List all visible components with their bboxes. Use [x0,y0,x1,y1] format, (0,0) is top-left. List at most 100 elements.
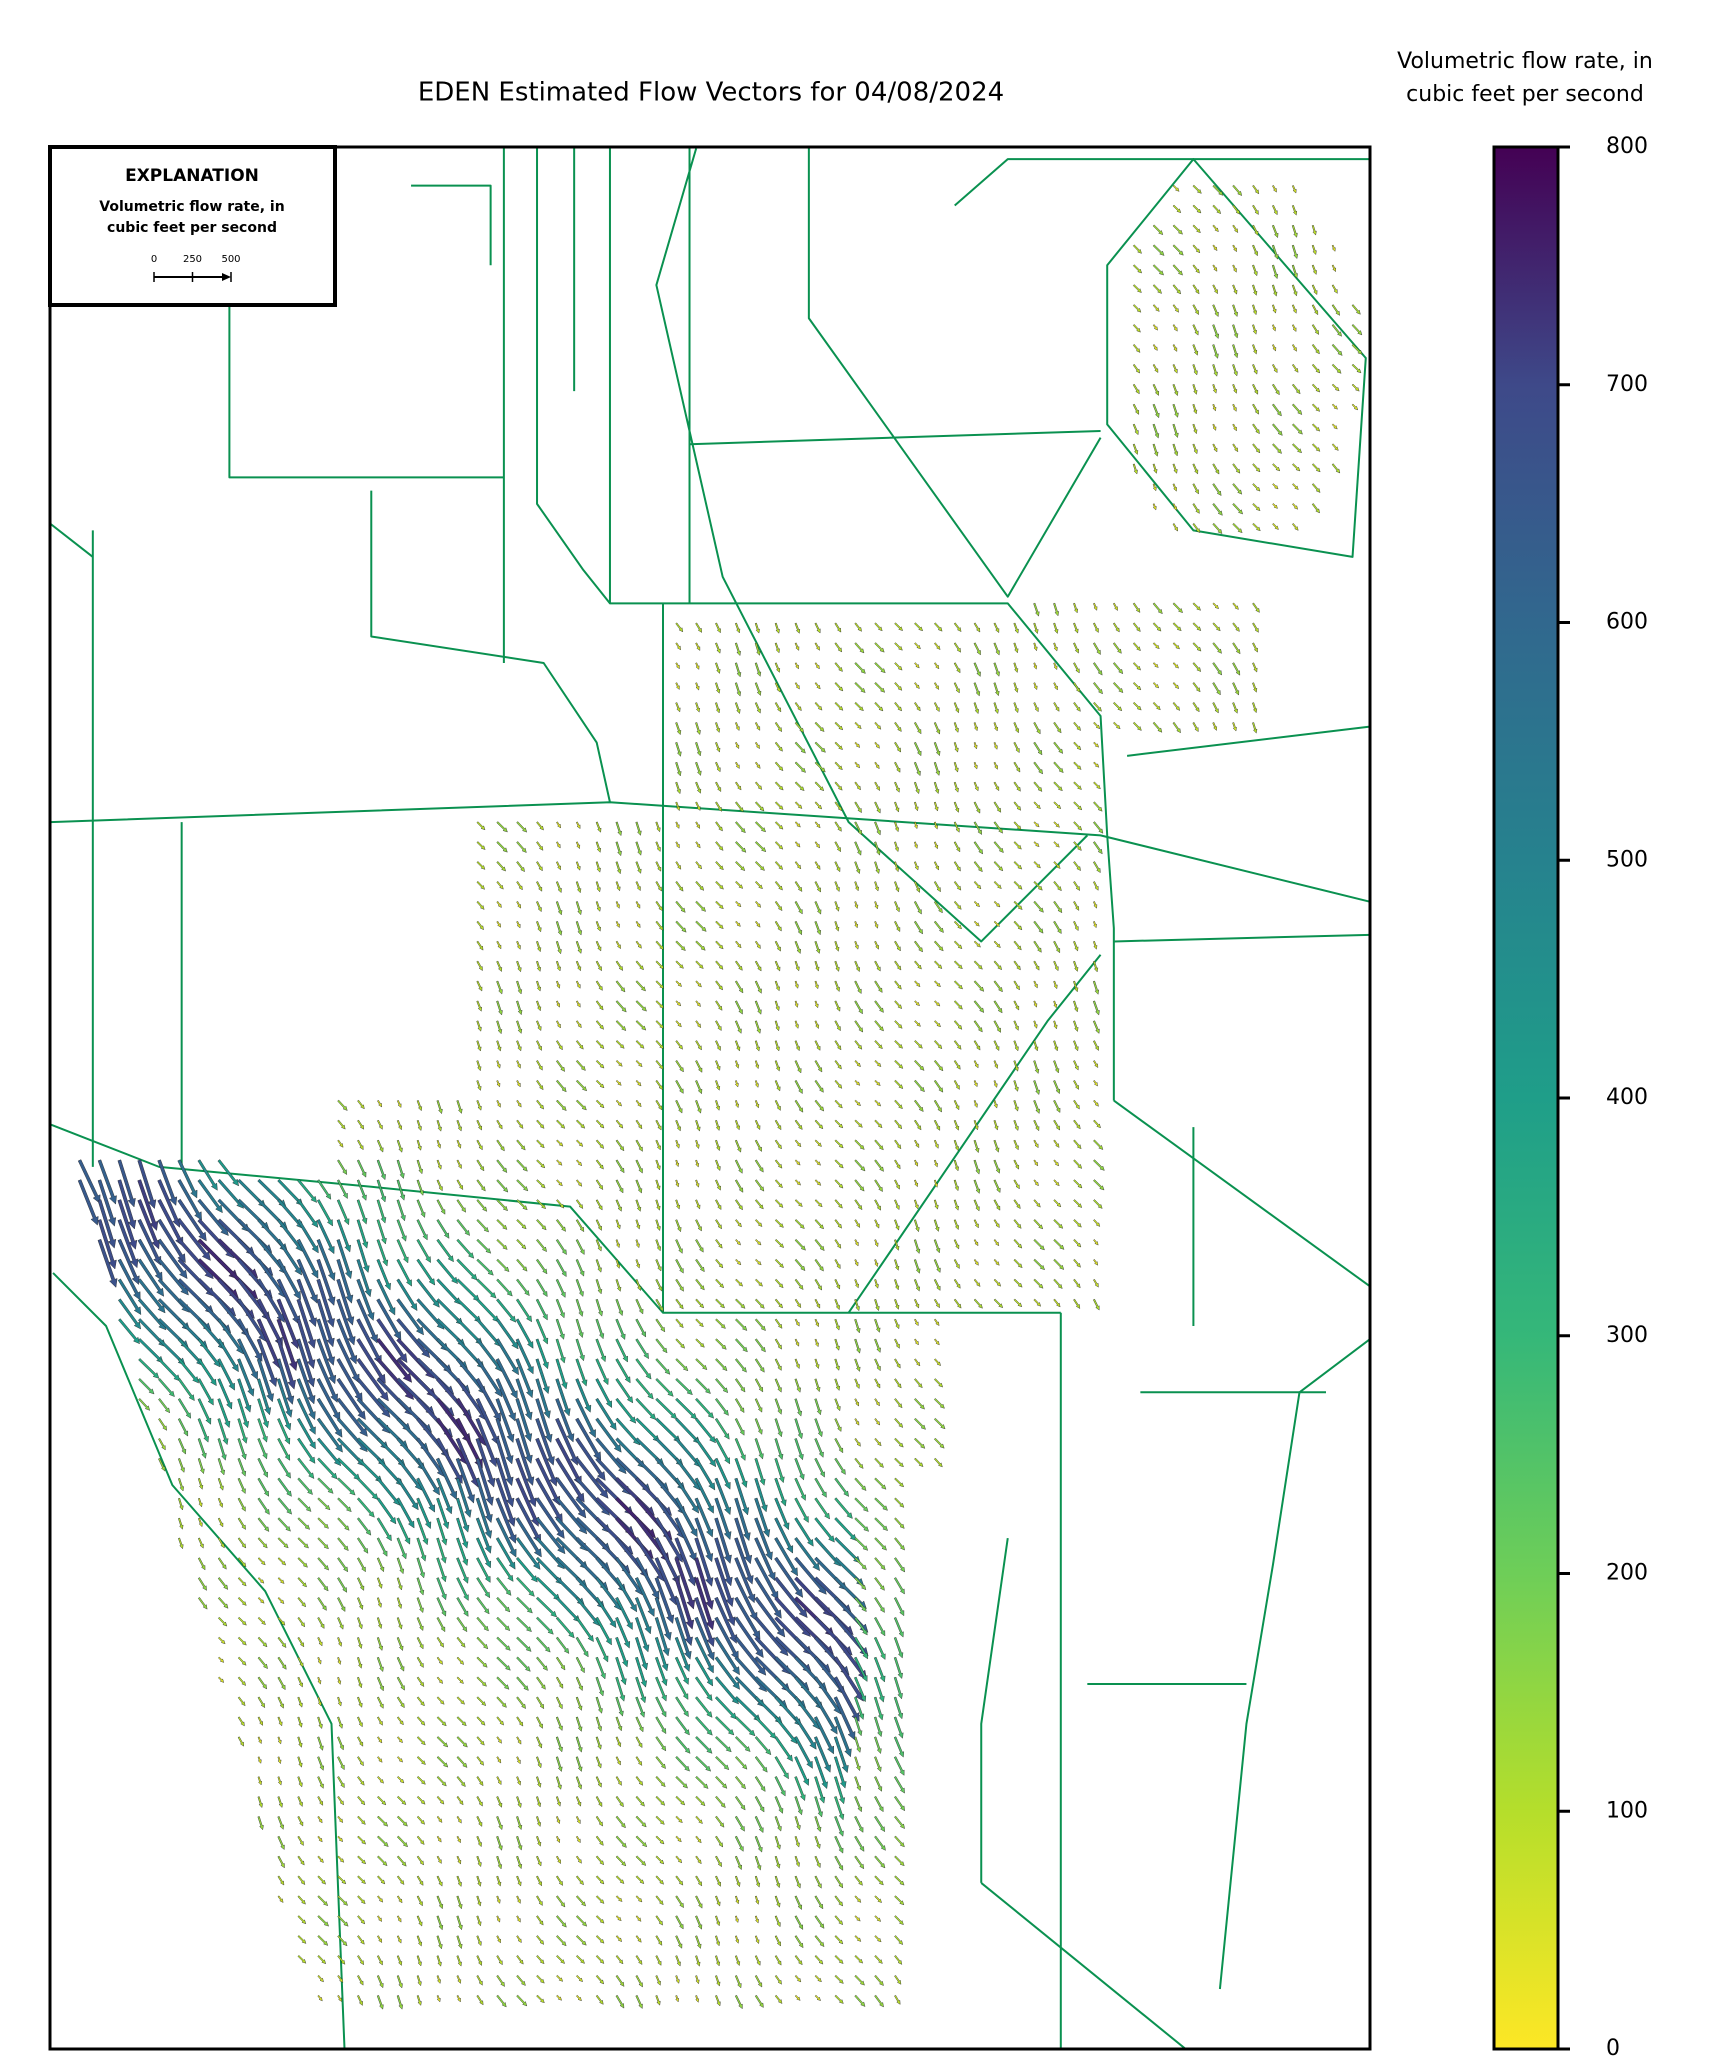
flow-vector [854,1060,861,1068]
flow-vector [1311,344,1320,355]
flow-vector [914,960,922,970]
flow-vector [1013,1119,1019,1131]
flow-vector [1033,1199,1041,1208]
flow-vector [1212,324,1220,339]
flow-vector [536,1219,547,1231]
flow-vector [357,1119,365,1130]
flow-vector [595,1298,603,1317]
flow-vector [376,1497,397,1525]
flow-vector [535,1497,565,1539]
flow-vector [953,1000,963,1010]
flow-vector [536,1099,545,1110]
flow-vector [436,1736,449,1748]
flow-vector [1192,344,1199,356]
flow-vector [674,1636,691,1672]
flow-vector [914,861,919,871]
flow-vector [635,1716,644,1733]
flow-vector [754,1179,765,1192]
flow-vector [237,1378,252,1413]
flow-vector [695,622,702,633]
flow-vector [953,960,963,970]
flow-vector [973,1040,981,1051]
flow-vector [854,1020,864,1033]
flow-vector [416,1139,422,1151]
flow-vector [715,1736,732,1753]
flow-vector [755,1239,762,1246]
flow-vector [357,1875,366,1885]
flow-vector [555,1636,570,1654]
flow-vector [1192,722,1199,733]
flow-vector [1152,721,1163,733]
flow-vector [734,1159,743,1174]
flow-vector [894,1994,901,2005]
flow-vector [416,1716,426,1726]
flow-vector [914,662,920,669]
flow-vector [1073,821,1083,831]
flow-vector [715,920,724,930]
flow-vector [197,1378,214,1406]
flow-vector [1053,960,1059,972]
flow-vector [695,1358,708,1371]
flow-vector [316,1338,337,1385]
flow-vector [933,722,941,735]
flow-vector [257,1477,269,1497]
flow-vector [1033,1040,1039,1052]
flow-vector [595,1000,604,1011]
flow-vector [794,861,802,870]
flow-vector [575,1119,586,1129]
flow-vector [933,1060,944,1072]
flow-vector [1053,741,1064,754]
flow-vector [893,1756,905,1776]
flow-vector [654,1537,680,1585]
flow-vector [515,1298,532,1323]
flow-vector [1152,463,1158,474]
flow-vector [675,1080,684,1094]
flow-vector [914,1457,924,1467]
flow-vector [1172,443,1179,457]
colorbar-tick-label: 200 [1606,1561,1648,1586]
flow-vector [675,1795,686,1806]
flow-vector [774,1298,783,1309]
flow-vector [536,1060,543,1071]
flow-vector [714,1616,739,1661]
flow-vector [177,1398,192,1419]
flow-vector [973,1100,978,1108]
flow-vector [436,1497,450,1530]
flow-vector [1232,244,1237,253]
flow-vector [754,1537,776,1582]
flow-vector [1073,901,1080,911]
flow-vector [416,1995,422,2006]
flow-vector [874,1259,879,1268]
flow-vector [973,642,981,656]
flow-vector [735,920,741,927]
flow-vector [1212,642,1222,654]
flow-vector [1132,264,1143,274]
flow-vector [536,861,543,872]
flow-vector [476,1139,483,1151]
flow-vector [894,702,902,712]
flow-vector [337,1557,349,1573]
flow-vector [715,1756,730,1771]
flow-vector [516,1000,523,1016]
flow-vector [555,1298,565,1319]
flow-vector [137,1199,160,1250]
flow-vector [436,1577,447,1601]
flow-vector [933,1457,943,1468]
flow-vector [833,1676,860,1722]
flow-vector [1013,622,1019,634]
flow-vector [914,1119,922,1131]
flow-vector [615,1576,638,1613]
flow-vector [336,1199,350,1226]
flow-vector [296,1378,316,1421]
flow-vector [715,1298,725,1309]
flow-vector [575,1378,592,1413]
flow-vector [476,1636,489,1650]
flow-vector [595,1417,622,1453]
flow-vector [97,1159,117,1205]
flow-vector [297,1736,303,1748]
flow-vector [1033,1139,1039,1149]
flow-vector [814,1139,822,1147]
flow-vector [655,1815,665,1825]
flow-vector [555,921,563,936]
flow-vector [555,960,561,972]
